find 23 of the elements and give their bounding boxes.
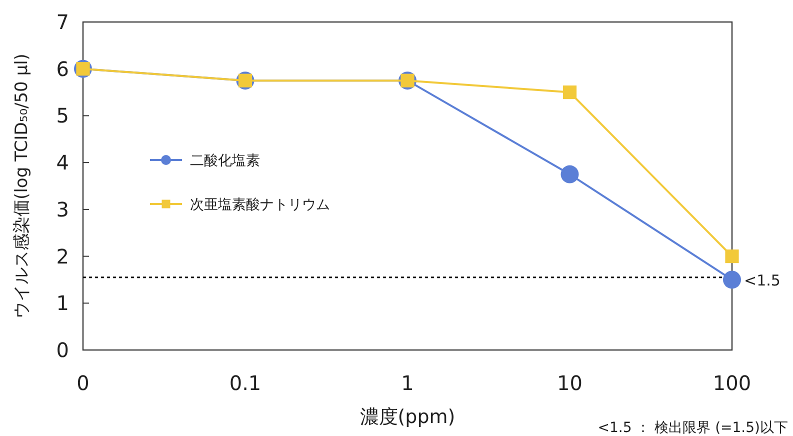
point: [560, 165, 579, 184]
y-tick-label: 0: [56, 338, 69, 362]
y-tick-label: 3: [56, 197, 69, 222]
y-axis-title: ウイルス感染価(log TCID₅₀/50 μl): [12, 54, 32, 318]
x-tick-label: 100: [712, 371, 752, 395]
x-tick-label: 1: [401, 371, 414, 395]
y-tick-label: 2: [56, 244, 69, 268]
y-tick-label: 6: [56, 56, 69, 81]
legend-label: 二酸化塩素: [190, 153, 260, 169]
annotation: <1.5: [744, 272, 780, 290]
x-tick-label: 0.1: [229, 371, 262, 395]
point: [562, 85, 577, 100]
y-tick-label: 4: [56, 150, 69, 175]
x-tick-label: 0: [76, 371, 90, 395]
legend-label: 次亜塩素酸ナトリウム: [190, 197, 330, 213]
y-tick-label: 1: [56, 291, 69, 316]
x-axis-title: 濃度(ppm): [360, 406, 456, 428]
x-tick-label: 10: [557, 371, 582, 395]
y-tick-label: 5: [56, 104, 69, 128]
point: [723, 270, 741, 289]
point: [725, 249, 739, 264]
y-tick-label: 7: [56, 10, 69, 34]
text: <1.5 ： 検出限界 (=1.5)以下: [598, 420, 788, 436]
